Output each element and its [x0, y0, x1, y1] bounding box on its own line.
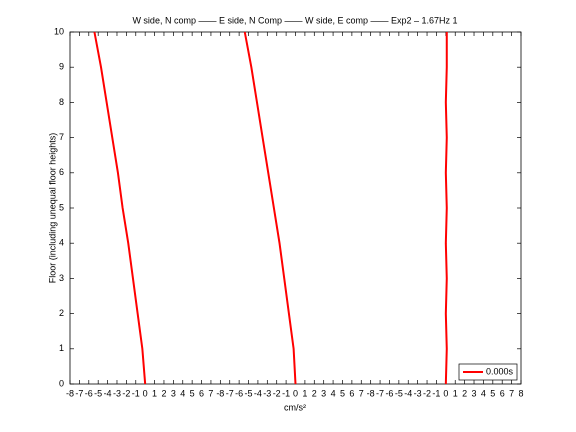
- x-tick-label: -7: [226, 388, 234, 398]
- x-tick-label: 1: [453, 388, 458, 398]
- y-tick-label: 4: [59, 238, 64, 248]
- x-tick-label: -6: [85, 388, 93, 398]
- y-tick-label: 10: [54, 26, 64, 36]
- x-tick-label: 5: [340, 388, 345, 398]
- legend-label: 0.000s: [486, 366, 514, 376]
- x-tick-label: 6: [199, 388, 204, 398]
- x-tick-label: -3: [414, 388, 422, 398]
- y-axis-label: Floor (including unequal floor heights): [47, 133, 57, 284]
- x-tick-label: 2: [462, 388, 467, 398]
- x-tick-label: 8: [518, 388, 523, 398]
- x-tick-label: -1: [282, 388, 290, 398]
- x-tick-label: 3: [472, 388, 477, 398]
- x-tick-label: 1: [302, 388, 307, 398]
- y-tick-label: 0: [59, 378, 64, 388]
- x-tick-label: -8: [66, 388, 74, 398]
- x-tick-label: 5: [190, 388, 195, 398]
- y-tick-label: 1: [59, 343, 64, 353]
- x-tick-label: 6: [349, 388, 354, 398]
- x-tick-label: 4: [481, 388, 486, 398]
- x-tick-label: 1: [152, 388, 157, 398]
- x-tick-label: 4: [180, 388, 185, 398]
- x-tick-label: -6: [235, 388, 243, 398]
- x-tick-label: -1: [132, 388, 140, 398]
- x-tick-label: 7: [208, 388, 213, 398]
- y-tick-label: 3: [59, 273, 64, 283]
- x-tick-label: 3: [321, 388, 326, 398]
- x-tick-label: -6: [385, 388, 393, 398]
- x-tick-label: 2: [161, 388, 166, 398]
- x-tick-label: -1: [432, 388, 440, 398]
- x-tick-label: -2: [423, 388, 431, 398]
- x-tick-label: 5: [490, 388, 495, 398]
- x-tick-label: -5: [94, 388, 102, 398]
- x-tick-label: -4: [404, 388, 412, 398]
- x-tick-label: -4: [104, 388, 112, 398]
- y-tick-label: 8: [59, 97, 64, 107]
- y-tick-label: 9: [59, 62, 64, 72]
- x-tick-label: 0: [443, 388, 448, 398]
- x-tick-label: -8: [367, 388, 375, 398]
- x-tick-label: 7: [359, 388, 364, 398]
- x-tick-label: 0: [143, 388, 148, 398]
- x-tick-label: -7: [75, 388, 83, 398]
- y-tick-label: 7: [59, 132, 64, 142]
- x-tick-label: 4: [331, 388, 336, 398]
- data-line: [93, 31, 448, 385]
- x-tick-label: -5: [245, 388, 253, 398]
- y-tick-label: 5: [59, 202, 64, 212]
- x-tick-label: -7: [376, 388, 384, 398]
- legend-box: [458, 363, 518, 381]
- x-tick-label: -3: [113, 388, 121, 398]
- x-tick-label: -2: [273, 388, 281, 398]
- x-tick-label: -8: [216, 388, 224, 398]
- y-tick-label: 2: [59, 308, 64, 318]
- x-tick-label: 0: [293, 388, 298, 398]
- x-tick-label: -4: [254, 388, 262, 398]
- x-tick-label: -2: [122, 388, 130, 398]
- x-tick-label: 7: [509, 388, 514, 398]
- y-tick-label: 6: [59, 167, 64, 177]
- x-axis-label: cm/s²: [284, 402, 306, 412]
- x-tick-label: -5: [395, 388, 403, 398]
- chart-title: W side, N comp —— E side, N Comp —— W si…: [132, 15, 457, 25]
- x-tick-label: 6: [500, 388, 505, 398]
- x-tick-label: 3: [171, 388, 176, 398]
- x-tick-label: -3: [263, 388, 271, 398]
- x-tick-label: 2: [312, 388, 317, 398]
